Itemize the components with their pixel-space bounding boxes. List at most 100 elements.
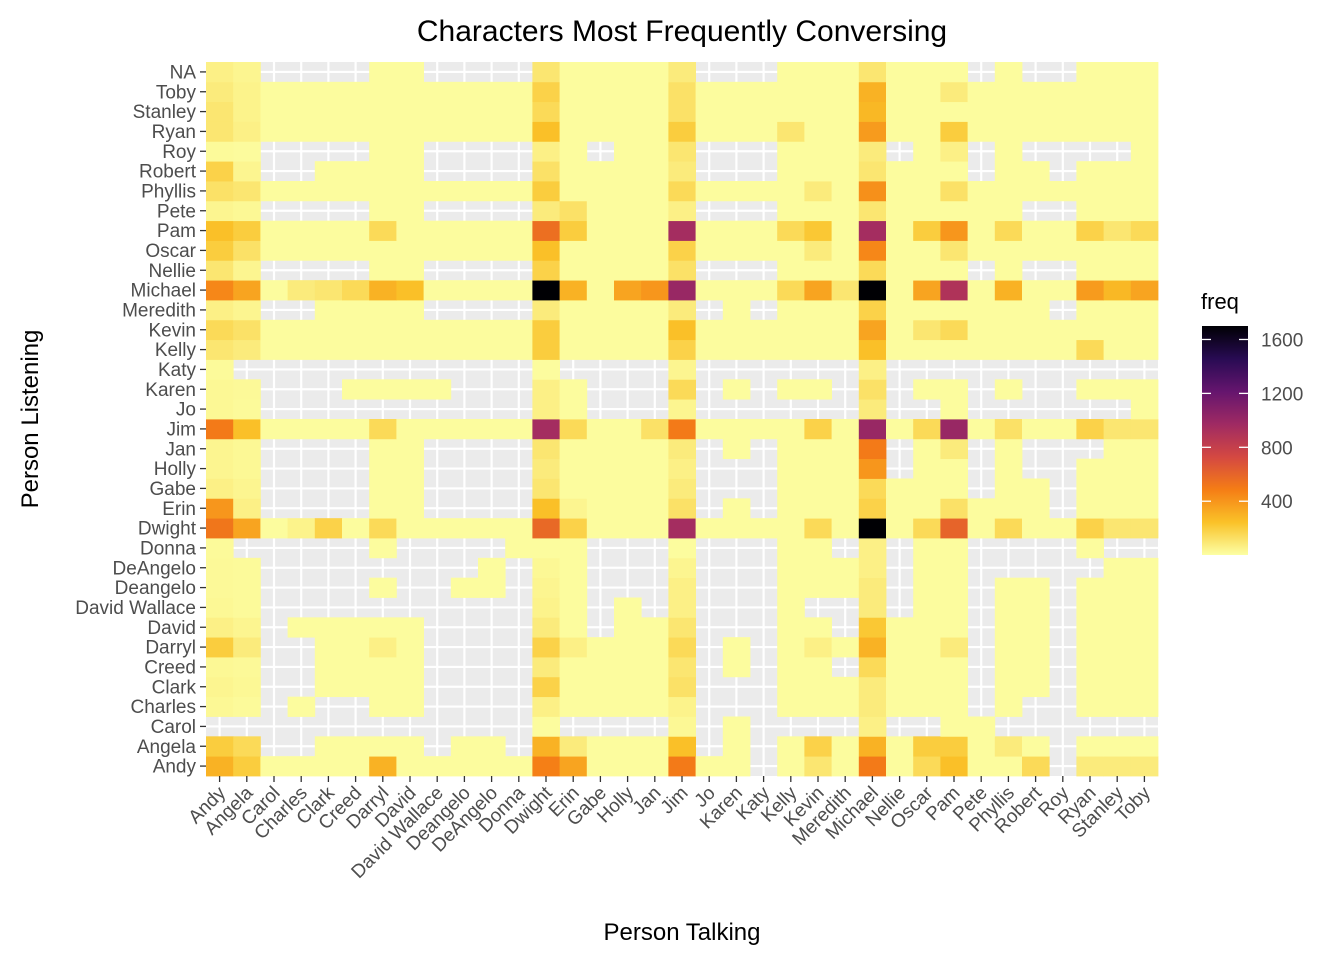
heatmap-cell bbox=[940, 538, 968, 559]
heatmap-cell bbox=[913, 280, 941, 301]
heatmap-cell bbox=[342, 379, 370, 400]
heatmap-cell bbox=[314, 181, 343, 202]
heatmap-cell bbox=[1022, 756, 1050, 777]
heatmap-cell bbox=[233, 617, 261, 638]
heatmap-cell bbox=[559, 399, 588, 420]
heatmap-cell bbox=[206, 181, 234, 202]
heatmap-cell bbox=[940, 438, 968, 460]
heatmap-cell bbox=[940, 181, 968, 202]
heatmap-cell bbox=[940, 518, 968, 539]
heatmap-cell bbox=[586, 498, 615, 519]
heatmap-cell bbox=[777, 280, 805, 301]
heatmap-cell bbox=[532, 736, 560, 757]
heatmap-cell bbox=[831, 458, 860, 479]
heatmap-cell bbox=[804, 379, 832, 400]
heatmap-cell bbox=[1103, 756, 1132, 777]
heatmap-cell bbox=[1076, 637, 1104, 658]
heatmap-cell bbox=[668, 260, 696, 281]
heatmap-cell bbox=[396, 438, 424, 460]
heatmap-cell bbox=[777, 458, 805, 479]
heatmap-cell bbox=[940, 637, 968, 658]
heatmap-cell bbox=[586, 339, 615, 360]
heatmap-cell bbox=[1130, 657, 1159, 678]
heatmap-cell bbox=[1103, 736, 1132, 757]
heatmap-cell bbox=[967, 498, 996, 519]
heatmap-cell bbox=[994, 220, 1023, 241]
heatmap-cell bbox=[858, 419, 887, 440]
heatmap-cell bbox=[1022, 498, 1050, 519]
heatmap-cell bbox=[1130, 300, 1159, 321]
heatmap-cell bbox=[396, 62, 424, 83]
heatmap-cell bbox=[314, 220, 343, 241]
heatmap-cell bbox=[886, 161, 914, 182]
heatmap-cell bbox=[369, 379, 397, 400]
heatmap-cell bbox=[532, 260, 560, 281]
heatmap-cell bbox=[750, 419, 778, 440]
heatmap-cell bbox=[940, 200, 968, 222]
x-axis: AndyAngelaCarolCharlesClarkCreedDarrylDa… bbox=[185, 776, 1155, 883]
heatmap-cell bbox=[940, 617, 968, 638]
heatmap-cell bbox=[233, 419, 261, 440]
heatmap-cell bbox=[233, 379, 261, 400]
heatmap-cell bbox=[1049, 101, 1077, 122]
heatmap-cell bbox=[206, 101, 234, 122]
y-tick-label: Clark bbox=[152, 677, 197, 698]
heatmap-cell bbox=[614, 300, 642, 321]
heatmap-cell bbox=[1076, 220, 1104, 241]
heatmap-cell bbox=[804, 419, 832, 440]
heatmap-cell bbox=[532, 458, 560, 479]
heatmap-cell bbox=[668, 557, 696, 579]
heatmap-cell bbox=[1076, 379, 1104, 400]
heatmap-cell bbox=[777, 696, 805, 717]
heatmap-cell bbox=[260, 121, 288, 142]
heatmap-cell bbox=[1022, 518, 1050, 539]
y-tick-label: Andy bbox=[153, 757, 197, 778]
heatmap-cell bbox=[858, 81, 887, 103]
heatmap-cell bbox=[886, 736, 914, 757]
heatmap-cell bbox=[668, 161, 696, 182]
heatmap-cell bbox=[342, 81, 370, 103]
heatmap-cell bbox=[1049, 419, 1077, 440]
heatmap-cell bbox=[940, 339, 968, 360]
heatmap-cell bbox=[994, 161, 1023, 182]
heatmap-cell bbox=[559, 617, 588, 638]
heatmap-cell bbox=[206, 339, 234, 360]
heatmap-cell bbox=[478, 756, 506, 777]
heatmap-cell bbox=[206, 696, 234, 717]
heatmap-cell bbox=[233, 657, 261, 678]
heatmap-cell bbox=[804, 557, 832, 579]
heatmap-cell bbox=[940, 399, 968, 420]
heatmap-cell bbox=[831, 756, 860, 777]
heatmap-cell bbox=[913, 379, 941, 400]
heatmap-cell bbox=[614, 240, 642, 261]
heatmap-cell bbox=[831, 200, 860, 222]
heatmap-cell bbox=[532, 379, 560, 400]
heatmap-cell bbox=[233, 181, 261, 202]
heatmap-cell bbox=[450, 756, 479, 777]
heatmap-cell bbox=[858, 280, 887, 301]
heatmap-cell bbox=[967, 101, 996, 122]
heatmap-cell bbox=[423, 339, 452, 360]
heatmap-cell bbox=[641, 280, 669, 301]
heatmap-cell bbox=[314, 756, 343, 777]
heatmap-cell bbox=[1076, 577, 1104, 598]
heatmap-cell bbox=[940, 419, 968, 440]
heatmap-cell bbox=[206, 300, 234, 321]
heatmap-cell bbox=[586, 458, 615, 479]
heatmap-cell bbox=[831, 81, 860, 103]
y-axis: AndyAngelaCarolCharlesClarkCreedDarrylDa… bbox=[75, 62, 206, 778]
heatmap-cell bbox=[314, 637, 343, 658]
heatmap-cell bbox=[940, 379, 968, 400]
heatmap-cell bbox=[396, 319, 424, 341]
heatmap-cell bbox=[804, 458, 832, 479]
heatmap-cell bbox=[777, 538, 805, 559]
heatmap-cell bbox=[505, 756, 533, 777]
heatmap-cell bbox=[233, 319, 261, 341]
heatmap-cell bbox=[913, 240, 941, 261]
heatmap-cell bbox=[342, 220, 370, 241]
heatmap-cell bbox=[532, 399, 560, 420]
heatmap-cell bbox=[369, 577, 397, 598]
heatmap-cell bbox=[233, 438, 261, 460]
heatmap-cell bbox=[260, 101, 288, 122]
heatmap-cell bbox=[994, 319, 1023, 341]
